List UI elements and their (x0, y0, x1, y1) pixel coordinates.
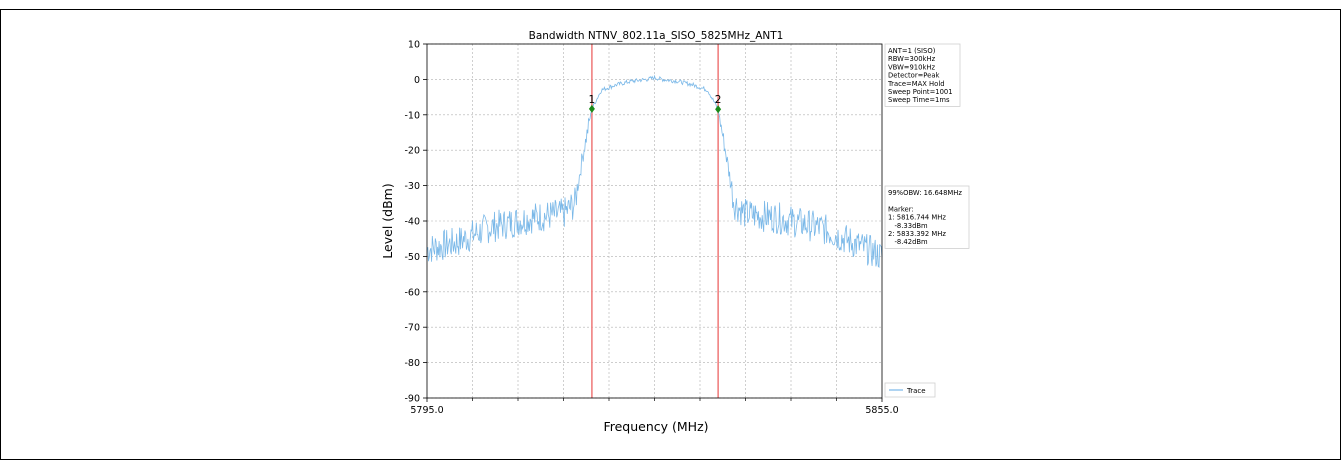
legend: Trace (884, 382, 936, 398)
settings-box-line: ANT=1 (SISO) (888, 47, 936, 55)
settings-box-line: Detector=Peak (888, 72, 940, 80)
marker-1-label: 1 (589, 94, 596, 106)
marker-1-point (588, 104, 595, 113)
y-tick-label: -40 (404, 217, 420, 228)
y-tick-label: -10 (404, 110, 420, 121)
y-tick-label: -80 (404, 358, 420, 369)
settings-box: ANT=1 (SISO)RBW=300kHzVBW=910kHzDetector… (884, 43, 961, 107)
y-tick-label: 0 (414, 75, 420, 86)
x-tick-label: 5795.0 (410, 405, 443, 416)
marker-box-border (884, 185, 970, 249)
marker-box-line: 2: 5833.392 MHz (888, 230, 946, 238)
marker-box-line: -8.42dBm (888, 238, 928, 246)
legend-label: Trace (906, 387, 926, 395)
trace-line (426, 74, 883, 269)
y-tick-label: -20 (404, 146, 420, 157)
marker-box-line: Marker: (888, 205, 914, 213)
chart-figure: Bandwidth NTNV_802.11a_SISO_5825MHz_ANT1… (370, 10, 975, 460)
x-axis-label: Frequency (MHz) (603, 419, 708, 434)
y-tick-label: -70 (404, 323, 420, 334)
x-tick-label: 5855.0 (865, 405, 898, 416)
marker-2-point (715, 105, 722, 114)
marker-box-line: -8.33dBm (888, 222, 928, 230)
chart-title: Bandwidth NTNV_802.11a_SISO_5825MHz_ANT1 (529, 30, 784, 42)
y-tick-label: -30 (404, 181, 420, 192)
y-tick-label: -60 (404, 287, 420, 298)
marker-box-line: 1: 5816.744 MHz (888, 214, 946, 222)
marker-box-line: 99%OBW: 16.648MHz (888, 189, 962, 197)
y-tick-label: 10 (408, 40, 420, 51)
settings-box-border (884, 43, 961, 107)
settings-box-line: Sweep Point=1001 (888, 88, 953, 96)
y-tick-label: -50 (404, 252, 420, 263)
y-tick-label: -90 (404, 394, 420, 405)
settings-box-line: VBW=910kHz (888, 63, 936, 71)
trace-layer (426, 74, 883, 269)
settings-box-line: RBW=300kHz (888, 55, 936, 63)
y-axis-label: Level (dBm) (380, 183, 395, 258)
settings-box-line: Sweep Time=1ms (888, 96, 950, 104)
page-frame (0, 9, 1341, 460)
obw-chart: Bandwidth NTNV_802.11a_SISO_5825MHz_ANT1… (380, 30, 970, 434)
settings-box-line: Trace=MAX Hold (887, 80, 945, 88)
marker-2-label: 2 (715, 94, 722, 106)
marker-lines (591, 44, 719, 398)
legend-border (884, 382, 936, 398)
